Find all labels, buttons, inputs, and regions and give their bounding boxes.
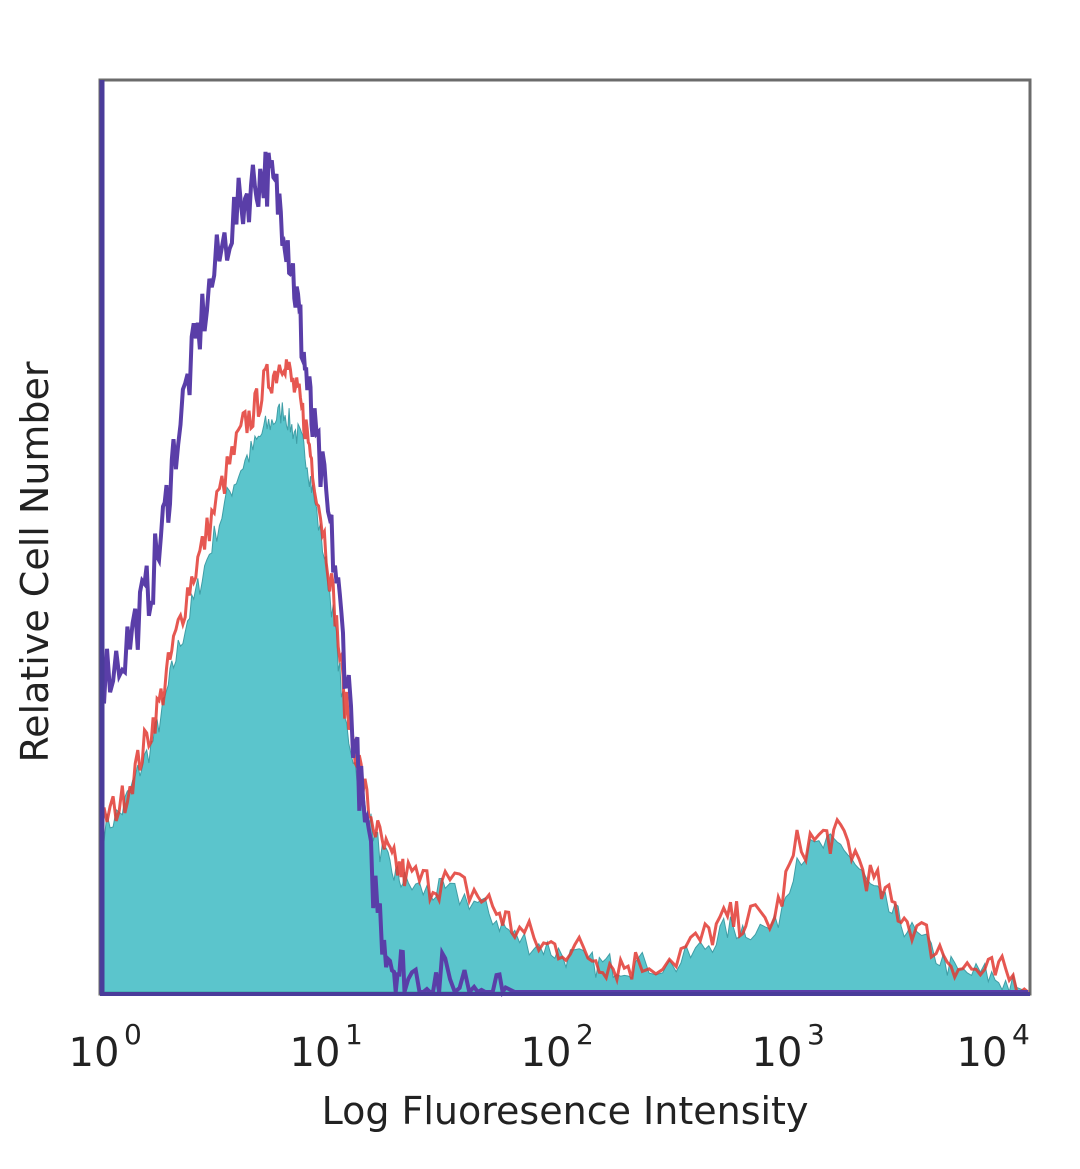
x-tick-base: 10 [521, 1030, 572, 1076]
x-tick-label-0: 10 0 [69, 1018, 142, 1076]
x-axis-label: Log Fluoresence Intensity [322, 1089, 809, 1133]
x-tick-base: 10 [957, 1030, 1008, 1076]
x-tick-exponent: 1 [345, 1018, 363, 1051]
red-histogram-line [102, 359, 1029, 994]
x-tick-label-3: 10 3 [752, 1018, 825, 1076]
y-axis-label: Relative Cell Number [13, 361, 57, 762]
x-tick-layer: 10 0 10 1 10 2 10 3 10 4 [69, 1018, 1030, 1076]
x-tick-exponent: 0 [124, 1018, 142, 1051]
x-tick-label-2: 10 2 [521, 1018, 594, 1076]
x-tick-base: 10 [69, 1030, 120, 1076]
x-tick-base: 10 [752, 1030, 803, 1076]
x-tick-exponent: 3 [807, 1018, 825, 1051]
x-tick-base: 10 [290, 1030, 341, 1076]
x-tick-label-1: 10 1 [290, 1018, 363, 1076]
x-tick-exponent: 2 [576, 1018, 594, 1051]
x-tick-label-4: 10 4 [957, 1018, 1030, 1076]
x-tick-exponent: 4 [1012, 1018, 1030, 1051]
